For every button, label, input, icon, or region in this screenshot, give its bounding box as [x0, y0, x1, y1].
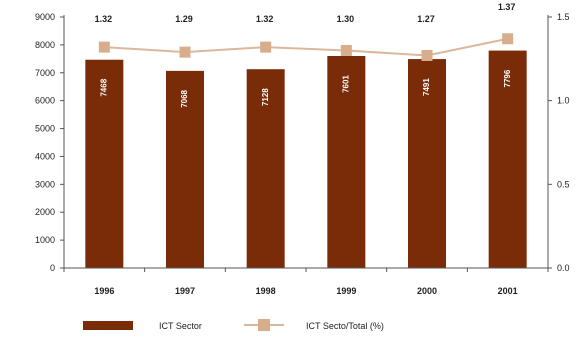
ratio-marker-1997 — [179, 46, 191, 58]
left-tick-label-9000: 9000 — [35, 12, 55, 22]
ratio-marker-1998 — [260, 41, 272, 53]
bar-value-label-2000: 7491 — [422, 78, 431, 96]
bar-value-label-1999: 7601 — [341, 75, 350, 93]
ratio-marker-1999 — [340, 44, 352, 56]
right-tick-label-3: 1.5 — [557, 12, 570, 22]
left-tick-label-8000: 8000 — [35, 40, 55, 50]
bar-2001 — [488, 50, 527, 269]
bar-value-label-1998: 7128 — [261, 88, 270, 106]
ratio-value-label-1996: 1.32 — [95, 14, 113, 24]
bars-layer: 7468 7068 7128 7601 7491 7796 — [85, 50, 527, 269]
bar-value-label-2001: 7796 — [503, 69, 512, 87]
ratio-marker-2001 — [502, 33, 514, 45]
x-tick-label-1996: 1996 — [94, 286, 114, 296]
left-tick-label-0: 0 — [50, 263, 55, 273]
bar-1996 — [85, 59, 124, 269]
left-tick-label-6000: 6000 — [35, 96, 55, 106]
ratio-value-label-1997: 1.29 — [175, 14, 193, 24]
bar-2000 — [408, 59, 446, 268]
x-tick-label-1999: 1999 — [336, 286, 356, 296]
ratio-line-layer: 1.32 1.29 1.32 1.30 1.27 1.37 — [95, 2, 516, 61]
ratio-value-label-2001: 1.37 — [498, 2, 516, 12]
bar-1999 — [327, 56, 366, 268]
x-tick-label-1997: 1997 — [175, 286, 195, 296]
bar-value-label-1996: 7468 — [99, 78, 108, 96]
left-tick-label-7000: 7000 — [35, 68, 55, 78]
bar-value-label-1997: 7068 — [180, 89, 189, 107]
x-tick-label-2000: 2000 — [417, 286, 437, 296]
right-tick-label-2: 1.0 — [557, 96, 570, 106]
axes-layer: 0 1000 2000 3000 4000 5000 6000 7000 8000 9000 0.0… — [35, 12, 570, 296]
ratio-value-label-1998: 1.32 — [256, 14, 274, 24]
left-tick-label-5000: 5000 — [35, 124, 55, 134]
right-tick-label-1: 0.5 — [557, 179, 570, 189]
ratio-value-label-2000: 1.27 — [417, 14, 435, 24]
legend-label-ict-sector: ICT Sector — [159, 321, 202, 331]
legend-swatch-ict-sector — [83, 321, 133, 330]
left-tick-label-3000: 3000 — [35, 179, 55, 189]
right-tick-label-0: 0.0 — [557, 263, 570, 273]
bar-1998 — [246, 69, 285, 268]
bar-1997 — [166, 70, 204, 268]
legend: ICT Sector ICT Secto/Total (%) — [83, 319, 384, 331]
legend-label-ratio: ICT Secto/Total (%) — [306, 321, 384, 331]
ratio-marker-2000 — [421, 49, 433, 61]
left-tick-label-4000: 4000 — [35, 151, 55, 161]
x-tick-label-2001: 2001 — [498, 286, 518, 296]
left-tick-label-1000: 1000 — [35, 235, 55, 245]
ratio-marker-1996 — [98, 41, 110, 53]
legend-marker-swatch-ratio — [258, 319, 270, 331]
ratio-value-label-1999: 1.30 — [337, 14, 355, 24]
ratio-series-line — [104, 37, 508, 57]
left-tick-label-2000: 2000 — [35, 207, 55, 217]
x-tick-label-1998: 1998 — [256, 286, 276, 296]
